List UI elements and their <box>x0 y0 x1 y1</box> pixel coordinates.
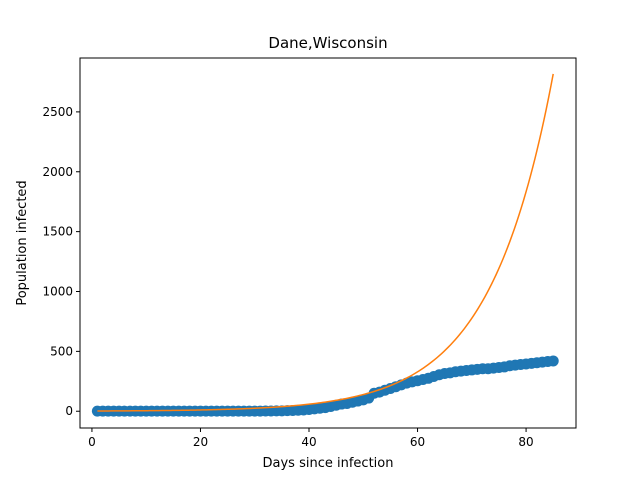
y-tick-label: 2500 <box>42 105 73 119</box>
x-tick-label: 0 <box>88 435 96 449</box>
chart-title: Dane,Wisconsin <box>268 34 387 52</box>
axes-frame <box>79 57 577 429</box>
x-tick-label: 80 <box>518 435 533 449</box>
y-tick-label: 1000 <box>42 284 73 298</box>
plot-area <box>91 73 559 417</box>
x-tick-label: 20 <box>193 435 208 449</box>
x-axis-ticks: 0 20 40 60 80 <box>88 428 534 449</box>
y-tick-label: 500 <box>50 344 73 358</box>
scatter-point <box>547 355 559 367</box>
y-tick-label: 0 <box>65 404 73 418</box>
fit-line <box>97 73 554 412</box>
y-axis-label: Population infected <box>15 180 30 305</box>
x-axis-label: Days since infection <box>263 456 394 471</box>
y-axis-ticks: 0 500 1000 1500 2000 2500 <box>42 105 80 418</box>
y-tick-label: 1500 <box>42 225 73 239</box>
x-tick-label: 60 <box>410 435 425 449</box>
y-tick-label: 2000 <box>42 165 73 179</box>
x-tick-label: 40 <box>301 435 316 449</box>
